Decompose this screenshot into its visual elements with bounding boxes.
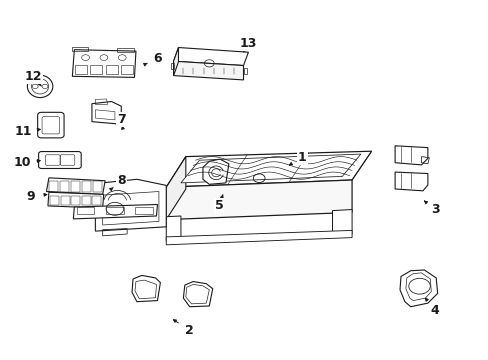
Polygon shape [166,216,181,241]
Polygon shape [166,157,185,220]
Text: 8: 8 [117,174,125,187]
Text: 13: 13 [239,37,257,50]
Polygon shape [166,230,351,245]
Polygon shape [73,204,157,219]
Text: 10: 10 [13,156,31,169]
Text: 3: 3 [430,203,439,216]
Polygon shape [95,179,166,231]
Polygon shape [72,50,136,77]
FancyBboxPatch shape [38,112,64,138]
Text: 12: 12 [24,70,42,83]
Polygon shape [48,192,103,208]
FancyBboxPatch shape [39,152,81,168]
Polygon shape [166,180,351,220]
Polygon shape [394,146,427,165]
Text: 9: 9 [26,190,35,203]
Text: 5: 5 [214,199,223,212]
Polygon shape [173,48,178,76]
Polygon shape [394,172,427,191]
Ellipse shape [27,75,53,98]
Polygon shape [203,159,228,184]
Text: 4: 4 [430,304,439,317]
Polygon shape [399,270,437,307]
Polygon shape [132,275,160,302]
Text: 1: 1 [297,151,306,164]
Polygon shape [332,210,351,235]
Text: 2: 2 [185,324,194,337]
Text: 7: 7 [117,113,125,126]
Polygon shape [173,48,248,66]
Polygon shape [183,282,212,307]
Polygon shape [181,154,360,183]
Text: 6: 6 [153,52,162,65]
Text: 11: 11 [15,125,32,138]
Polygon shape [46,178,105,194]
Polygon shape [173,61,243,80]
Polygon shape [92,102,121,124]
Polygon shape [166,151,371,187]
